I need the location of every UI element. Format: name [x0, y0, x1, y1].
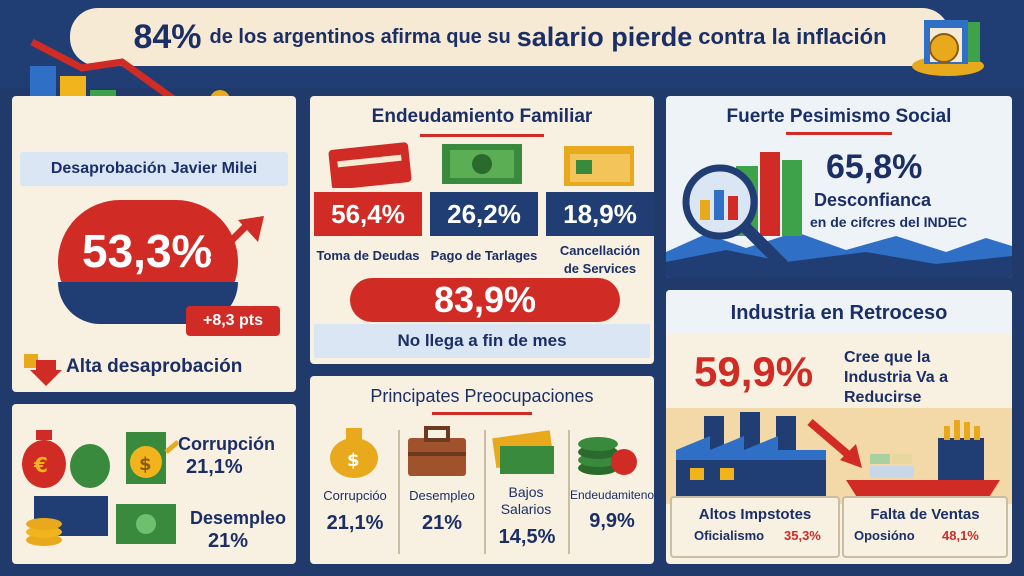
debt-value-1: 56,4% [331, 198, 405, 229]
bills-icon [564, 146, 634, 186]
officialism-value: 35,3% [784, 528, 821, 543]
magnifier-chart-icon [682, 152, 802, 270]
concerns-divider-3 [568, 430, 570, 554]
debt-title-underline [420, 134, 544, 137]
concerns-title-underline [432, 412, 532, 415]
debt-label-3: Cancellación de Services [559, 243, 641, 276]
sales-title: Falta de Ventas [870, 506, 980, 523]
debt-label-1: Toma de Deudas [316, 248, 420, 263]
debt-value-3: 18,9% [563, 198, 637, 229]
mountains-background [666, 232, 1012, 278]
credit-card-icon [328, 142, 412, 188]
concerns-title: Principates Preocupaciones [370, 386, 594, 406]
opposition-value: 48,1% [942, 528, 979, 543]
taxes-box [670, 496, 840, 558]
debt-title: Endeudamiento Familiar [371, 106, 593, 127]
debt-highlight-value: 83,9% [433, 279, 537, 320]
headline-text-2: salario pierde [516, 21, 693, 52]
family-debt-panel: Endeudamiento Familiar 56,4% 26,2% 18,9%… [310, 96, 654, 364]
money-bags-icon: € $ [22, 430, 178, 488]
unemployment-label: Desempleo [190, 508, 287, 528]
milei-disapproval-panel: Desaprobación Javier Milei 53,3% +8,3 pt… [12, 96, 296, 392]
debt-value-2: 26,2% [447, 198, 521, 229]
corruption-value: 21,1% [186, 456, 243, 478]
concern-value-2: 21% [421, 512, 463, 534]
industry-title-bar [666, 290, 1012, 334]
social-pessimism-panel: Fuerte Pesimismo Social 65,8% Desconfian… [666, 96, 1012, 278]
headline-text-1: de los argentinos afirma que su [209, 25, 511, 48]
wallet-cash-icon [492, 430, 554, 474]
down-arrow-icon [24, 354, 62, 386]
industry-value: 59,9% [694, 348, 814, 395]
svg-text:€: € [33, 453, 48, 477]
headline-percent: 84% [133, 17, 202, 56]
concern-value-1: 21,1% [326, 512, 384, 534]
debt-value-box-2: 26,2% [430, 192, 538, 236]
change-value: +8,3 pts [202, 312, 264, 329]
concern-label-3: Bajos Salarios [500, 484, 552, 517]
debt-label-2: Pago de Tarlages [430, 248, 538, 263]
debt-highlight-label: No llega a fin de mes [397, 331, 567, 350]
debt-value-box-1: 56,4% [314, 192, 422, 236]
opposition-label: Oposióno [854, 528, 915, 543]
factory-ship-icon [676, 412, 1000, 502]
pessimism-title: Fuerte Pesimismo Social [726, 106, 952, 127]
money-calendar-icon [912, 20, 984, 76]
svg-text:$: $ [139, 454, 152, 475]
debt-value-box-3: 18,9% [546, 192, 654, 236]
bottom-left-concerns-panel: € $ Corrupción 21,1% Desempleo 21% [12, 404, 296, 564]
coins-debt-icon [578, 437, 637, 475]
concerns-divider-2 [484, 430, 486, 554]
industry-text: Cree que la Industria Va a Reducirse [844, 349, 949, 406]
briefcase-icon [408, 426, 466, 476]
pessimism-title-underline [786, 132, 892, 135]
disapproval-status: Alta desaprobación [66, 356, 243, 377]
concern-label-4: Endeudamiteno [570, 488, 654, 502]
pessimism-value: 65,8% [826, 148, 923, 186]
unemployment-value: 21% [208, 530, 249, 552]
concern-value-4: 9,9% [589, 510, 635, 532]
industry-title: Industria en Retroceso [730, 302, 948, 324]
taxes-title: Altos Impstotes [698, 506, 812, 523]
sales-box [842, 496, 1008, 558]
officialism-label: Oficialismo [694, 528, 765, 543]
coins-money-icon [26, 496, 176, 546]
change-badge: +8,3 pts [186, 306, 280, 336]
industry-decline-panel: Industria en Retroceso 59,9% Cree que la… [666, 290, 1012, 564]
svg-text:$: $ [347, 450, 360, 471]
concern-label-1: Corrupcióo [323, 488, 387, 503]
debt-highlight-banner: 83,9% [350, 278, 620, 322]
milei-title: Desaprobación Javier Milei [50, 160, 258, 177]
cash-payment-icon [442, 144, 522, 184]
corruption-label: Corrupción [178, 434, 275, 454]
main-concerns-panel: Principates Preocupaciones $ Corrupcióo … [310, 376, 654, 564]
up-arrow-icon [209, 216, 264, 263]
concern-label-2: Desempleo [409, 488, 475, 503]
headline-banner: 84% de los argentinos afirma que su sala… [70, 8, 950, 66]
milei-title-banner: Desaprobación Javier Milei [20, 152, 288, 186]
pessimism-line2: en de cifcres del INDEC [810, 214, 968, 230]
header: 84% de los argentinos afirma que su sala… [0, 0, 1024, 140]
concerns-divider-1 [398, 430, 400, 554]
pessimism-line1: Desconfianca [814, 190, 932, 210]
disapproval-value: 53,3% [82, 225, 213, 277]
money-bag-icon: $ [330, 428, 378, 478]
concern-value-3: 14,5% [498, 526, 556, 548]
headline-text-3: contra la inflación [698, 24, 887, 49]
debt-highlight-label-bar: No llega a fin de mes [314, 324, 650, 358]
